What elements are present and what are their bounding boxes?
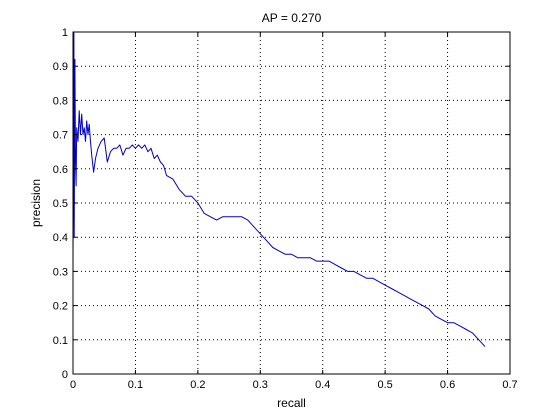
x-tick-label: 0.1 — [128, 379, 143, 391]
x-tick-label: 0.2 — [190, 379, 205, 391]
x-tick-label: 0.3 — [253, 379, 268, 391]
x-tick-label: 0.6 — [440, 379, 455, 391]
gridlines — [73, 32, 510, 374]
axis-ticks — [72, 31, 511, 375]
y-tick-label: 0.2 — [53, 301, 68, 313]
y-axis-label: precision — [29, 179, 43, 227]
series-line — [72, 31, 486, 347]
y-tick-label: 0.3 — [53, 266, 68, 278]
plot-area — [73, 32, 510, 374]
y-tick-label: 0.8 — [53, 95, 68, 107]
y-tick-label: 1 — [62, 27, 68, 39]
y-tick-label: 0 — [62, 369, 68, 381]
chart-title: AP = 0.270 — [262, 11, 322, 25]
x-tick-label: 0.4 — [315, 379, 330, 391]
x-tick-labels: 0 0.1 0.2 0.3 0.4 0.5 0.6 0.7 — [70, 379, 518, 391]
series-layer — [72, 31, 486, 347]
x-axis-label: recall — [277, 396, 306, 410]
x-tick-label: 0.7 — [502, 379, 517, 391]
y-tick-label: 0.5 — [53, 198, 68, 210]
y-tick-label: 0.1 — [53, 335, 68, 347]
y-tick-label: 0.4 — [53, 232, 68, 244]
y-tick-labels: 0 0.1 0.2 0.3 0.4 0.5 0.6 0.7 0.8 0.9 1 — [53, 27, 68, 381]
y-tick-label: 0.9 — [53, 61, 68, 73]
y-tick-label: 0.6 — [53, 164, 68, 176]
y-tick-label: 0.7 — [53, 130, 68, 142]
x-tick-label: 0.5 — [377, 379, 392, 391]
x-tick-label: 0 — [70, 379, 76, 391]
